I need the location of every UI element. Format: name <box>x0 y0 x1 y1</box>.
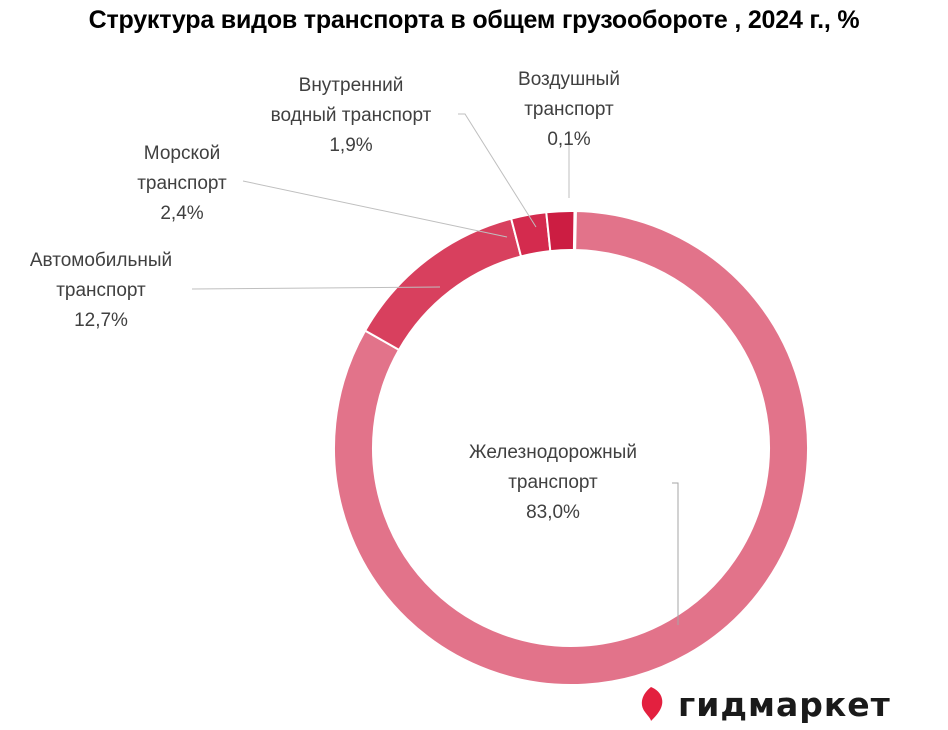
data-label-inland-water: Внутренний водный транспорт 1,9% <box>271 75 432 156</box>
slice-road <box>363 217 523 352</box>
slice-inland-water <box>545 210 576 253</box>
value-label: 2,4% <box>160 203 203 224</box>
brand-logo: гидмаркет <box>636 684 891 724</box>
category-label: Железнодорожный <box>469 442 637 463</box>
gidmarket-logo-icon <box>641 687 663 721</box>
category-label: Воздушный <box>518 69 620 90</box>
data-label-rail: Железнодорожный транспорт 83,0% <box>469 442 637 523</box>
category-label: транспорт <box>56 280 146 301</box>
slice-rail <box>333 210 809 686</box>
leader-line-rail <box>672 482 679 625</box>
value-label: 1,9% <box>329 135 372 156</box>
category-label: транспорт <box>137 173 227 194</box>
category-label: транспорт <box>524 99 614 120</box>
category-label: водный транспорт <box>271 105 432 126</box>
data-label-sea: Морской транспорт 2,4% <box>137 143 227 224</box>
category-label: Автомобильный <box>30 250 172 271</box>
chart-title: Структура видов транспорта в общем грузо… <box>88 6 860 34</box>
category-label: Морской <box>144 143 220 164</box>
leader-line-sea <box>242 180 508 238</box>
leader-line-road <box>191 286 441 290</box>
leader-line-inland-water <box>458 113 537 228</box>
value-label: 83,0% <box>526 502 580 523</box>
category-label: Внутренний <box>299 75 404 96</box>
category-label: транспорт <box>508 472 598 493</box>
data-label-road: Автомобильный транспорт 12,7% <box>30 250 172 331</box>
brand-name: гидмаркет <box>678 684 891 724</box>
value-label: 12,7% <box>74 310 128 331</box>
value-label: 0,1% <box>547 129 590 150</box>
data-label-air: Воздушный транспорт 0,1% <box>518 69 620 150</box>
